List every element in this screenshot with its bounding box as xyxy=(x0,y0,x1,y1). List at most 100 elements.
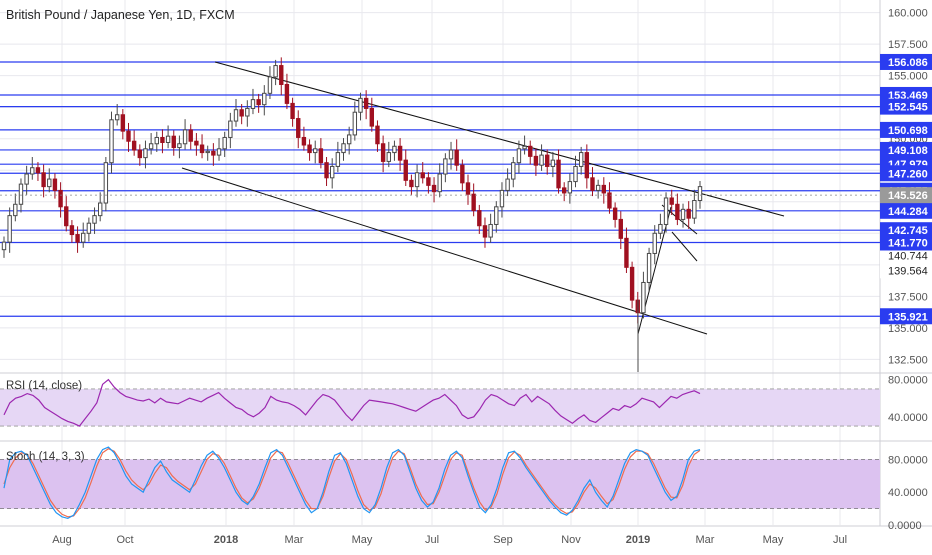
candle-body xyxy=(109,119,114,164)
candle-body xyxy=(307,144,312,154)
candle-body xyxy=(165,135,171,143)
candle-body xyxy=(324,162,329,179)
candle-body xyxy=(256,99,261,106)
level-badge xyxy=(880,165,932,182)
x-tick-label: Mar xyxy=(696,534,715,546)
candle-body xyxy=(482,225,488,238)
rsi-label: RSI (14, close) xyxy=(6,380,82,392)
candle-body xyxy=(409,179,414,188)
candle-body xyxy=(646,252,652,283)
candle-body xyxy=(516,148,522,164)
candle-body xyxy=(584,152,590,179)
x-tick-label: Jul xyxy=(833,534,847,546)
candle-body xyxy=(352,111,358,136)
candle-body xyxy=(216,148,222,156)
candle-body xyxy=(75,234,80,243)
stoch-d-line xyxy=(3,448,701,518)
plain-level-label: 140.744 xyxy=(888,250,928,262)
price-tick-label: 155.000 xyxy=(888,71,928,83)
plain-level-bg xyxy=(880,262,932,279)
candle-body xyxy=(120,114,126,132)
candle-body xyxy=(550,159,556,167)
chart-title: British Pound / Japanese Yen, 1D, FXCM xyxy=(6,8,235,22)
candle-body xyxy=(52,178,58,191)
candle-body xyxy=(205,150,210,154)
candle-body xyxy=(533,155,539,166)
candle-body xyxy=(7,215,12,243)
candle-body xyxy=(222,136,227,150)
candle-body xyxy=(318,148,324,164)
candle-body xyxy=(369,107,375,127)
candle-body xyxy=(233,109,239,122)
candle-body xyxy=(24,173,29,185)
candle-body xyxy=(612,207,618,220)
candle-body xyxy=(595,184,601,191)
stoch-tick-label: 0.0000 xyxy=(888,520,922,532)
candle-body xyxy=(448,149,454,160)
candle-body xyxy=(86,222,92,234)
candle-body xyxy=(239,109,244,117)
candle-body xyxy=(1,241,7,251)
candle-body xyxy=(284,83,290,104)
trend-line xyxy=(214,61,785,217)
candle-body xyxy=(35,167,41,174)
candle-body xyxy=(426,177,431,186)
candle-body xyxy=(561,187,567,194)
candle-body xyxy=(590,177,595,191)
trend-line xyxy=(181,167,708,335)
candle-body xyxy=(228,120,233,138)
candle-body xyxy=(545,154,550,167)
candle-body xyxy=(13,203,18,217)
candle-body xyxy=(148,143,154,150)
candle-body xyxy=(199,144,205,154)
candle-body xyxy=(663,197,669,225)
candle-body xyxy=(460,164,465,184)
level-badge xyxy=(880,141,932,158)
candle-body xyxy=(211,150,216,156)
candle-body xyxy=(114,114,120,121)
candle-body xyxy=(346,134,352,145)
rsi-line xyxy=(3,378,701,427)
candle-body xyxy=(403,159,408,181)
candle-body xyxy=(680,208,686,220)
candle-body xyxy=(488,223,493,238)
level-badge xyxy=(880,121,932,138)
level-badge xyxy=(880,222,932,239)
candle-body xyxy=(629,266,635,301)
x-tick-label: Mar xyxy=(285,534,304,546)
candle-body xyxy=(279,65,284,85)
candle-body xyxy=(154,136,159,145)
candle-body xyxy=(618,218,623,239)
candle-body xyxy=(375,125,380,145)
x-tick-label: Oct xyxy=(116,534,133,546)
candle-body xyxy=(658,223,663,234)
price-tick-label: 160.000 xyxy=(888,8,928,20)
candle-body xyxy=(41,172,46,188)
candle-body xyxy=(160,136,165,143)
candle-body xyxy=(267,76,273,94)
stoch-tick-label: 40.0000 xyxy=(888,487,928,499)
candle-body xyxy=(18,183,24,205)
candle-body xyxy=(81,232,86,243)
candle-body xyxy=(414,172,420,188)
candle-body xyxy=(103,162,109,204)
level-badge xyxy=(880,98,932,115)
candle-body xyxy=(47,178,52,188)
candle-body xyxy=(624,237,629,268)
candle-body xyxy=(420,172,425,179)
level-badge-label: 135.921 xyxy=(888,311,928,323)
plain-level-bg xyxy=(880,247,932,264)
x-tick-label: May xyxy=(763,534,784,546)
candle-body xyxy=(273,65,278,78)
candle-body xyxy=(363,97,369,109)
level-badge-label: 141.770 xyxy=(888,237,928,249)
level-badge-label: 149.108 xyxy=(888,145,928,157)
candle-body xyxy=(380,143,386,162)
candle-body xyxy=(686,208,691,219)
level-badge-label: 144.284 xyxy=(888,206,929,218)
price-tick-label: 157.500 xyxy=(888,39,928,51)
candle-body xyxy=(652,232,657,254)
candle-body xyxy=(556,159,561,189)
